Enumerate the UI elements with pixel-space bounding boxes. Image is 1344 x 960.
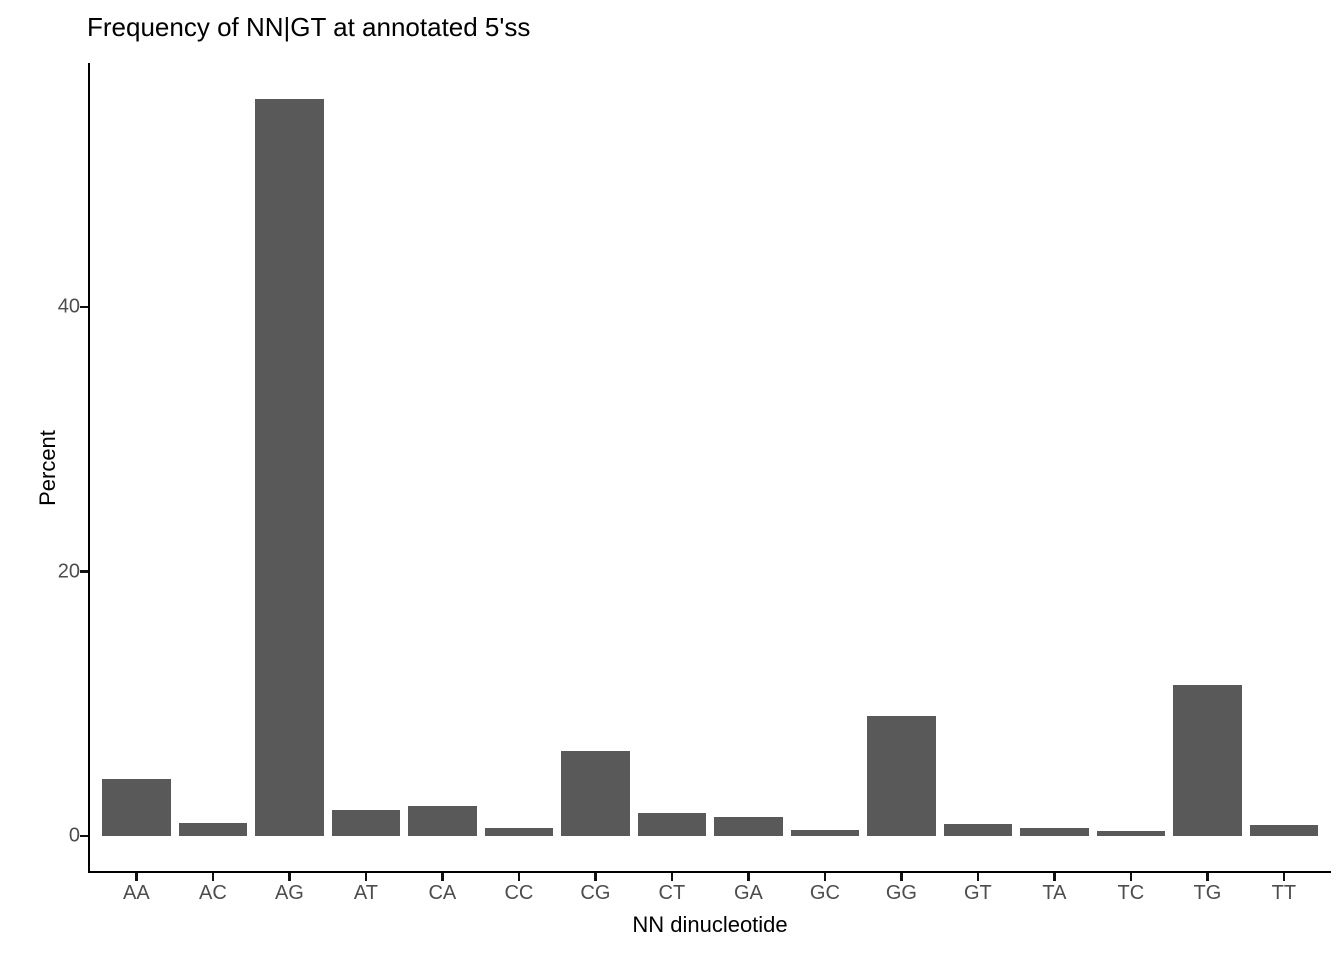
x-tick-label-GG: GG	[885, 882, 917, 904]
bar-AA	[102, 779, 171, 836]
x-tick-mark-TC	[1129, 873, 1133, 881]
y-tick-mark-40	[80, 305, 88, 309]
bar-CC	[484, 827, 554, 836]
x-tick-mark-AA	[135, 873, 138, 881]
x-tick-label-TA: TA	[1042, 882, 1067, 904]
x-tick-label-GA: GA	[733, 882, 763, 904]
bar-TG	[1173, 685, 1242, 836]
x-tick-label-GT: GT	[964, 882, 992, 904]
x-tick-label-AT: AT	[353, 882, 378, 904]
x-tick-label-CT: CT	[658, 882, 686, 904]
x-tick-label-CA: CA	[428, 882, 457, 904]
bar-GG	[867, 715, 936, 836]
x-tick-mark-GC	[823, 873, 827, 881]
x-tick-label-AG: AG	[274, 882, 304, 904]
bar-GA	[714, 817, 783, 836]
y-tick-mark-20	[80, 570, 88, 573]
y-axis-line	[88, 63, 91, 873]
x-tick-mark-CT	[670, 873, 674, 881]
bar-TC	[1096, 830, 1166, 836]
y-tick-label-40: 40	[57, 295, 80, 318]
x-tick-label-AC: AC	[198, 882, 227, 904]
x-tick-label-GC: GC	[809, 882, 840, 904]
x-tick-label-TC: TC	[1117, 882, 1145, 904]
bar-GT	[943, 824, 1013, 836]
x-tick-label-TT: TT	[1271, 882, 1297, 904]
y-tick-mark-0	[80, 834, 88, 838]
bar-TT	[1249, 824, 1319, 836]
x-tick-mark-GT	[976, 873, 980, 881]
x-tick-mark-TA	[1053, 873, 1056, 881]
bar-GC	[790, 830, 860, 836]
x-axis-line	[88, 870, 1331, 873]
y-tick-label-0: 0	[68, 824, 80, 847]
x-tick-mark-TT	[1282, 873, 1286, 881]
y-axis-title: Percent	[34, 430, 60, 506]
bar-AG	[255, 99, 324, 836]
x-tick-label-AA: AA	[123, 882, 150, 904]
x-tick-label-CC: CC	[504, 882, 534, 904]
x-tick-label-CG: CG	[580, 882, 611, 904]
x-tick-mark-GG	[900, 873, 903, 881]
chart-title: Frequency of NN|GT at annotated 5'ss	[87, 12, 531, 42]
bar-CA	[408, 805, 477, 836]
x-tick-mark-AG	[288, 873, 291, 881]
bar-AT	[331, 809, 401, 836]
x-tick-mark-AT	[364, 873, 368, 881]
bar-TA	[1020, 828, 1089, 836]
x-tick-mark-CC	[517, 873, 521, 881]
bar-AC	[178, 822, 248, 836]
x-tick-mark-CA	[441, 873, 444, 881]
x-axis-title: NN dinucleotide	[632, 912, 788, 937]
x-tick-mark-GA	[747, 873, 750, 881]
y-tick-label-20: 20	[57, 560, 80, 582]
x-tick-mark-TG	[1206, 873, 1209, 881]
x-tick-mark-CG	[594, 873, 597, 881]
bar-CT	[637, 812, 707, 836]
x-tick-mark-AC	[211, 873, 215, 881]
bar-CG	[561, 751, 630, 836]
x-tick-label-TG: TG	[1193, 882, 1222, 904]
